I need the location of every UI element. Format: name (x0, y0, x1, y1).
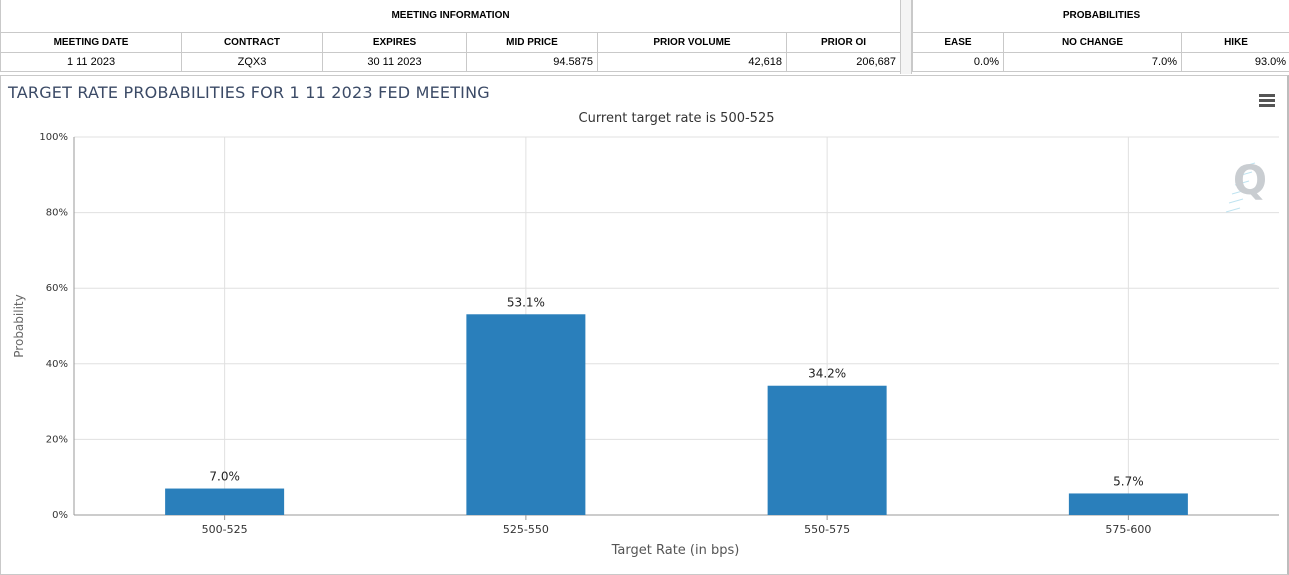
chart-subtitle: Current target rate is 500-525 (579, 111, 775, 126)
probabilities-table: PROBABILITIES EASE NO CHANGE HIKE 0.0% 7… (911, 0, 1289, 72)
header-expires: EXPIRES (322, 31, 467, 53)
bar-550-575 (767, 385, 887, 515)
data-label: 53.1% (507, 295, 545, 309)
cell-expires: 30 11 2023 (322, 51, 467, 72)
watermark-stroke (1228, 198, 1244, 204)
cell-prior-volume: 42,618 (597, 51, 787, 72)
x-tick-label: 575-600 (1105, 523, 1151, 536)
y-tick-label: 100% (39, 132, 68, 143)
bar-525-550 (466, 314, 586, 515)
bar-575-600 (1068, 493, 1188, 515)
cell-ease: 0.0% (912, 51, 1004, 72)
header-prior-volume: PRIOR VOLUME (597, 31, 787, 53)
data-label: 5.7% (1113, 474, 1144, 488)
y-tick-label: 0% (52, 510, 68, 521)
cell-mid-price: 94.5875 (466, 51, 598, 72)
header-contract: CONTRACT (181, 31, 323, 53)
cell-contract: ZQX3 (181, 51, 323, 72)
probabilities-title: PROBABILITIES (911, 0, 1289, 33)
cell-no-change: 7.0% (1003, 51, 1182, 72)
header-mid-price: MID PRICE (466, 31, 598, 53)
x-tick-label: 500-525 (202, 523, 248, 536)
bar-chart: Current target rate is 500-525 0% 20% 40% 60… (12, 111, 1279, 558)
header-meeting-date: MEETING DATE (0, 31, 182, 53)
header-hike: HIKE (1180, 31, 1289, 53)
y-tick-label: 20% (46, 434, 68, 445)
watermark-logo-icon: Q (1233, 158, 1267, 204)
watermark-stroke (1234, 180, 1250, 186)
bar-500-525 (165, 488, 285, 515)
watermark-stroke (1240, 162, 1256, 168)
chart-panel: TARGET RATE PROBABILITIES FOR 1 11 2023 … (0, 75, 1289, 575)
chart-title: TARGET RATE PROBABILITIES FOR 1 11 2023 … (8, 83, 490, 102)
header-ease: EASE (912, 31, 1004, 53)
watermark-stroke (1231, 189, 1247, 195)
y-axis-title: Probability (12, 294, 26, 357)
table-row: 1 11 2023 ZQX3 30 11 2023 94.5875 42,618… (0, 51, 902, 72)
watermark-stroke (1237, 171, 1253, 177)
x-axis-title: Target Rate (in bps) (611, 543, 740, 558)
y-tick-label: 40% (46, 359, 68, 370)
watermark-stroke (1225, 207, 1241, 213)
header-no-change: NO CHANGE (1003, 31, 1182, 53)
cell-prior-oi: 206,687 (785, 51, 902, 72)
hamburger-menu-icon[interactable] (1259, 94, 1275, 108)
y-tick-label: 80% (46, 208, 68, 219)
table-divider (900, 0, 912, 74)
table-row: 0.0% 7.0% 93.0% (912, 51, 1289, 72)
header-prior-oi: PRIOR OI (785, 31, 902, 53)
x-tick-label: 550-575 (804, 523, 850, 536)
meeting-info-table: MEETING INFORMATION MEETING DATE CONTRAC… (0, 0, 902, 72)
cell-meeting-date: 1 11 2023 (0, 51, 182, 72)
meeting-info-title: MEETING INFORMATION (0, 0, 902, 33)
data-label: 34.2% (808, 367, 846, 381)
y-tick-label: 60% (46, 283, 68, 294)
cell-hike: 93.0% (1180, 51, 1289, 72)
x-tick-label: 525-550 (503, 523, 549, 536)
data-label: 7.0% (209, 470, 240, 484)
